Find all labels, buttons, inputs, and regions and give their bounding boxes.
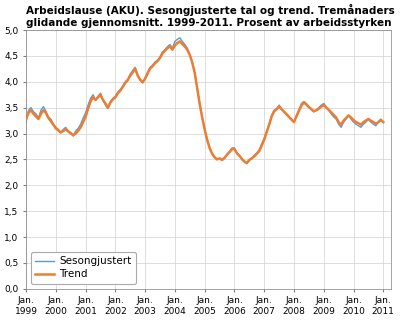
Sesongjustert bbox=[24, 120, 28, 124]
Text: Arbeidslause (AKU). Sesongjusterte tal og trend. Tremånaders
glidande gjennomsni: Arbeidslause (AKU). Sesongjusterte tal o… bbox=[26, 4, 395, 28]
Sesongjustert bbox=[381, 120, 386, 124]
Trend bbox=[309, 107, 314, 111]
Legend: Sesongjustert, Trend: Sesongjustert, Trend bbox=[31, 252, 136, 284]
Line: Sesongjustert: Sesongjustert bbox=[26, 38, 383, 164]
Trend bbox=[178, 39, 182, 43]
Sesongjustert bbox=[178, 36, 182, 40]
Sesongjustert bbox=[299, 101, 304, 105]
Sesongjustert bbox=[244, 162, 249, 165]
Sesongjustert bbox=[361, 122, 366, 126]
Sesongjustert bbox=[26, 108, 31, 112]
Line: Trend: Trend bbox=[26, 41, 383, 163]
Sesongjustert bbox=[309, 107, 314, 111]
Trend bbox=[244, 161, 249, 165]
Trend bbox=[24, 117, 28, 121]
Trend bbox=[232, 147, 237, 151]
Trend bbox=[41, 108, 46, 112]
Sesongjustert bbox=[232, 146, 237, 150]
Trend bbox=[381, 120, 386, 124]
Trend bbox=[361, 120, 366, 124]
Trend bbox=[26, 111, 31, 115]
Sesongjustert bbox=[41, 105, 46, 108]
Trend bbox=[299, 104, 304, 108]
